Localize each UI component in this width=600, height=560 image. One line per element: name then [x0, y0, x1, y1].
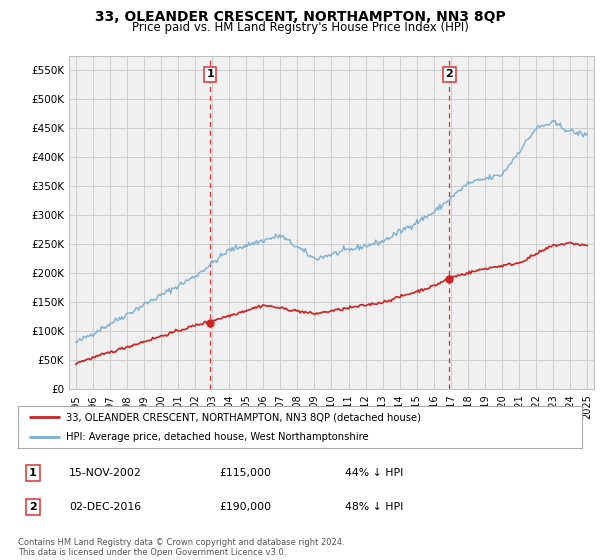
Text: Contains HM Land Registry data © Crown copyright and database right 2024.
This d: Contains HM Land Registry data © Crown c… [18, 538, 344, 557]
Text: £115,000: £115,000 [219, 468, 271, 478]
Text: 33, OLEANDER CRESCENT, NORTHAMPTON, NN3 8QP (detached house): 33, OLEANDER CRESCENT, NORTHAMPTON, NN3 … [66, 412, 421, 422]
Text: 2: 2 [29, 502, 37, 512]
Text: 48% ↓ HPI: 48% ↓ HPI [345, 502, 403, 512]
Text: £190,000: £190,000 [219, 502, 271, 512]
Text: HPI: Average price, detached house, West Northamptonshire: HPI: Average price, detached house, West… [66, 432, 368, 442]
Text: 1: 1 [29, 468, 37, 478]
Text: 15-NOV-2002: 15-NOV-2002 [69, 468, 142, 478]
Text: 2: 2 [446, 69, 454, 80]
Text: 33, OLEANDER CRESCENT, NORTHAMPTON, NN3 8QP: 33, OLEANDER CRESCENT, NORTHAMPTON, NN3 … [95, 10, 505, 24]
Text: 44% ↓ HPI: 44% ↓ HPI [345, 468, 403, 478]
Text: 1: 1 [206, 69, 214, 80]
Text: Price paid vs. HM Land Registry's House Price Index (HPI): Price paid vs. HM Land Registry's House … [131, 21, 469, 34]
Text: 02-DEC-2016: 02-DEC-2016 [69, 502, 141, 512]
